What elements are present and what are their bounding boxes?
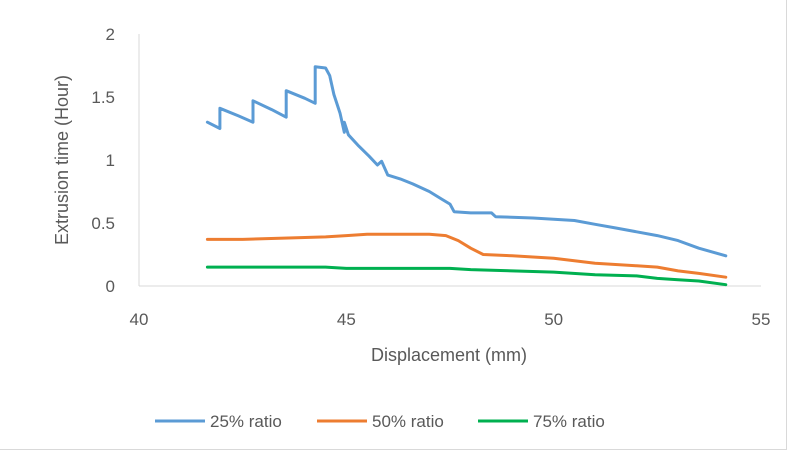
series-layer — [207, 67, 725, 285]
x-tick-label: 45 — [337, 310, 356, 329]
y-tick-label: 2 — [106, 25, 115, 44]
legend-label: 25% ratio — [210, 412, 282, 431]
x-axis-title: Displacement (mm) — [371, 345, 527, 365]
legend-label: 50% ratio — [372, 412, 444, 431]
y-tick-label: 1.5 — [91, 88, 115, 107]
x-tick-label: 50 — [544, 310, 563, 329]
series-line-1 — [207, 67, 725, 256]
x-axis-ticks: 40 45 50 55 — [130, 310, 771, 329]
y-axis-ticks: 0 0.5 1 1.5 2 — [91, 25, 115, 296]
legend: 25% ratio 50% ratio 75% ratio — [155, 412, 605, 431]
y-tick-label: 1 — [106, 151, 115, 170]
legend-label: 75% ratio — [533, 412, 605, 431]
series-line-3 — [207, 267, 725, 285]
y-tick-label: 0.5 — [91, 214, 115, 233]
x-tick-label: 40 — [130, 310, 149, 329]
x-tick-label: 55 — [752, 310, 771, 329]
y-tick-label: 0 — [106, 277, 115, 296]
y-axis-title: Extrusion time (Hour) — [52, 75, 72, 245]
